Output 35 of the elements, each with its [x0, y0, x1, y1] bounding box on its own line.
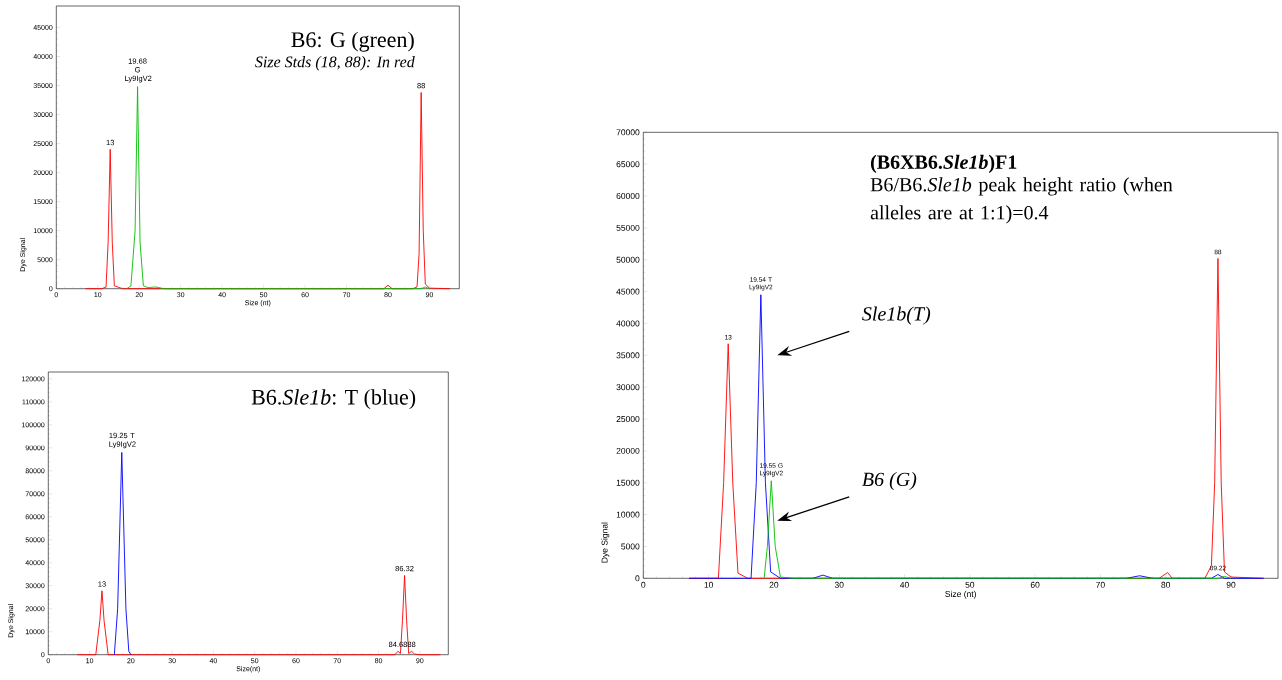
y-tick-label: 25000	[616, 416, 640, 423]
y-tick-label: 10000	[616, 511, 640, 518]
x-tick-label: 50	[965, 581, 975, 588]
y-tick-label: 20000	[616, 447, 640, 454]
x-tick-label: 90	[1226, 581, 1236, 588]
annotation: B6 (G)	[862, 471, 917, 491]
y-tick-label: 5000	[621, 543, 640, 550]
text: B6: G (green)	[291, 31, 414, 52]
x-tick-label: 40	[899, 581, 909, 588]
y-tick-label: 35000	[616, 352, 640, 359]
y-tick-label: 60000	[616, 193, 640, 200]
y-tick-label: 70000	[616, 129, 640, 136]
x-axis-title: Size (nt)	[945, 590, 976, 599]
y-tick-label: 45000	[616, 288, 640, 295]
y-tick-label: 50000	[616, 256, 640, 263]
y-tick-label: 40000	[616, 320, 640, 327]
x-tick-label: 30	[834, 581, 844, 588]
text: (B6XB6.Sle1b)F1	[870, 154, 1017, 173]
annotation: Sle1b(T)	[862, 306, 931, 325]
text: B6/B6.Sle1b peak height ratio (when alleles are at 1:1)=0.4	[870, 177, 1173, 224]
x-tick-label: 0	[641, 581, 646, 588]
y-tick-label: 30000	[616, 384, 640, 391]
y-axis-title: Dye Signal	[601, 522, 610, 563]
text: Size Stds (18, 88): In red	[255, 56, 415, 71]
line-series	[113, 452, 132, 656]
y-tick-label: 0	[635, 575, 640, 582]
y-tick-label: 15000	[616, 479, 640, 486]
x-tick-label: 60	[1030, 581, 1040, 588]
x-tick-label: 10	[704, 581, 713, 588]
x-tick-label: 80	[1161, 581, 1171, 588]
text: B6.Sle1b: T (blue)	[251, 389, 416, 410]
y-tick-label: 65000	[616, 161, 640, 168]
y-tick-label: 55000	[616, 224, 640, 231]
x-tick-label: 70	[1096, 581, 1105, 588]
x-tick-label: 20	[769, 581, 779, 588]
